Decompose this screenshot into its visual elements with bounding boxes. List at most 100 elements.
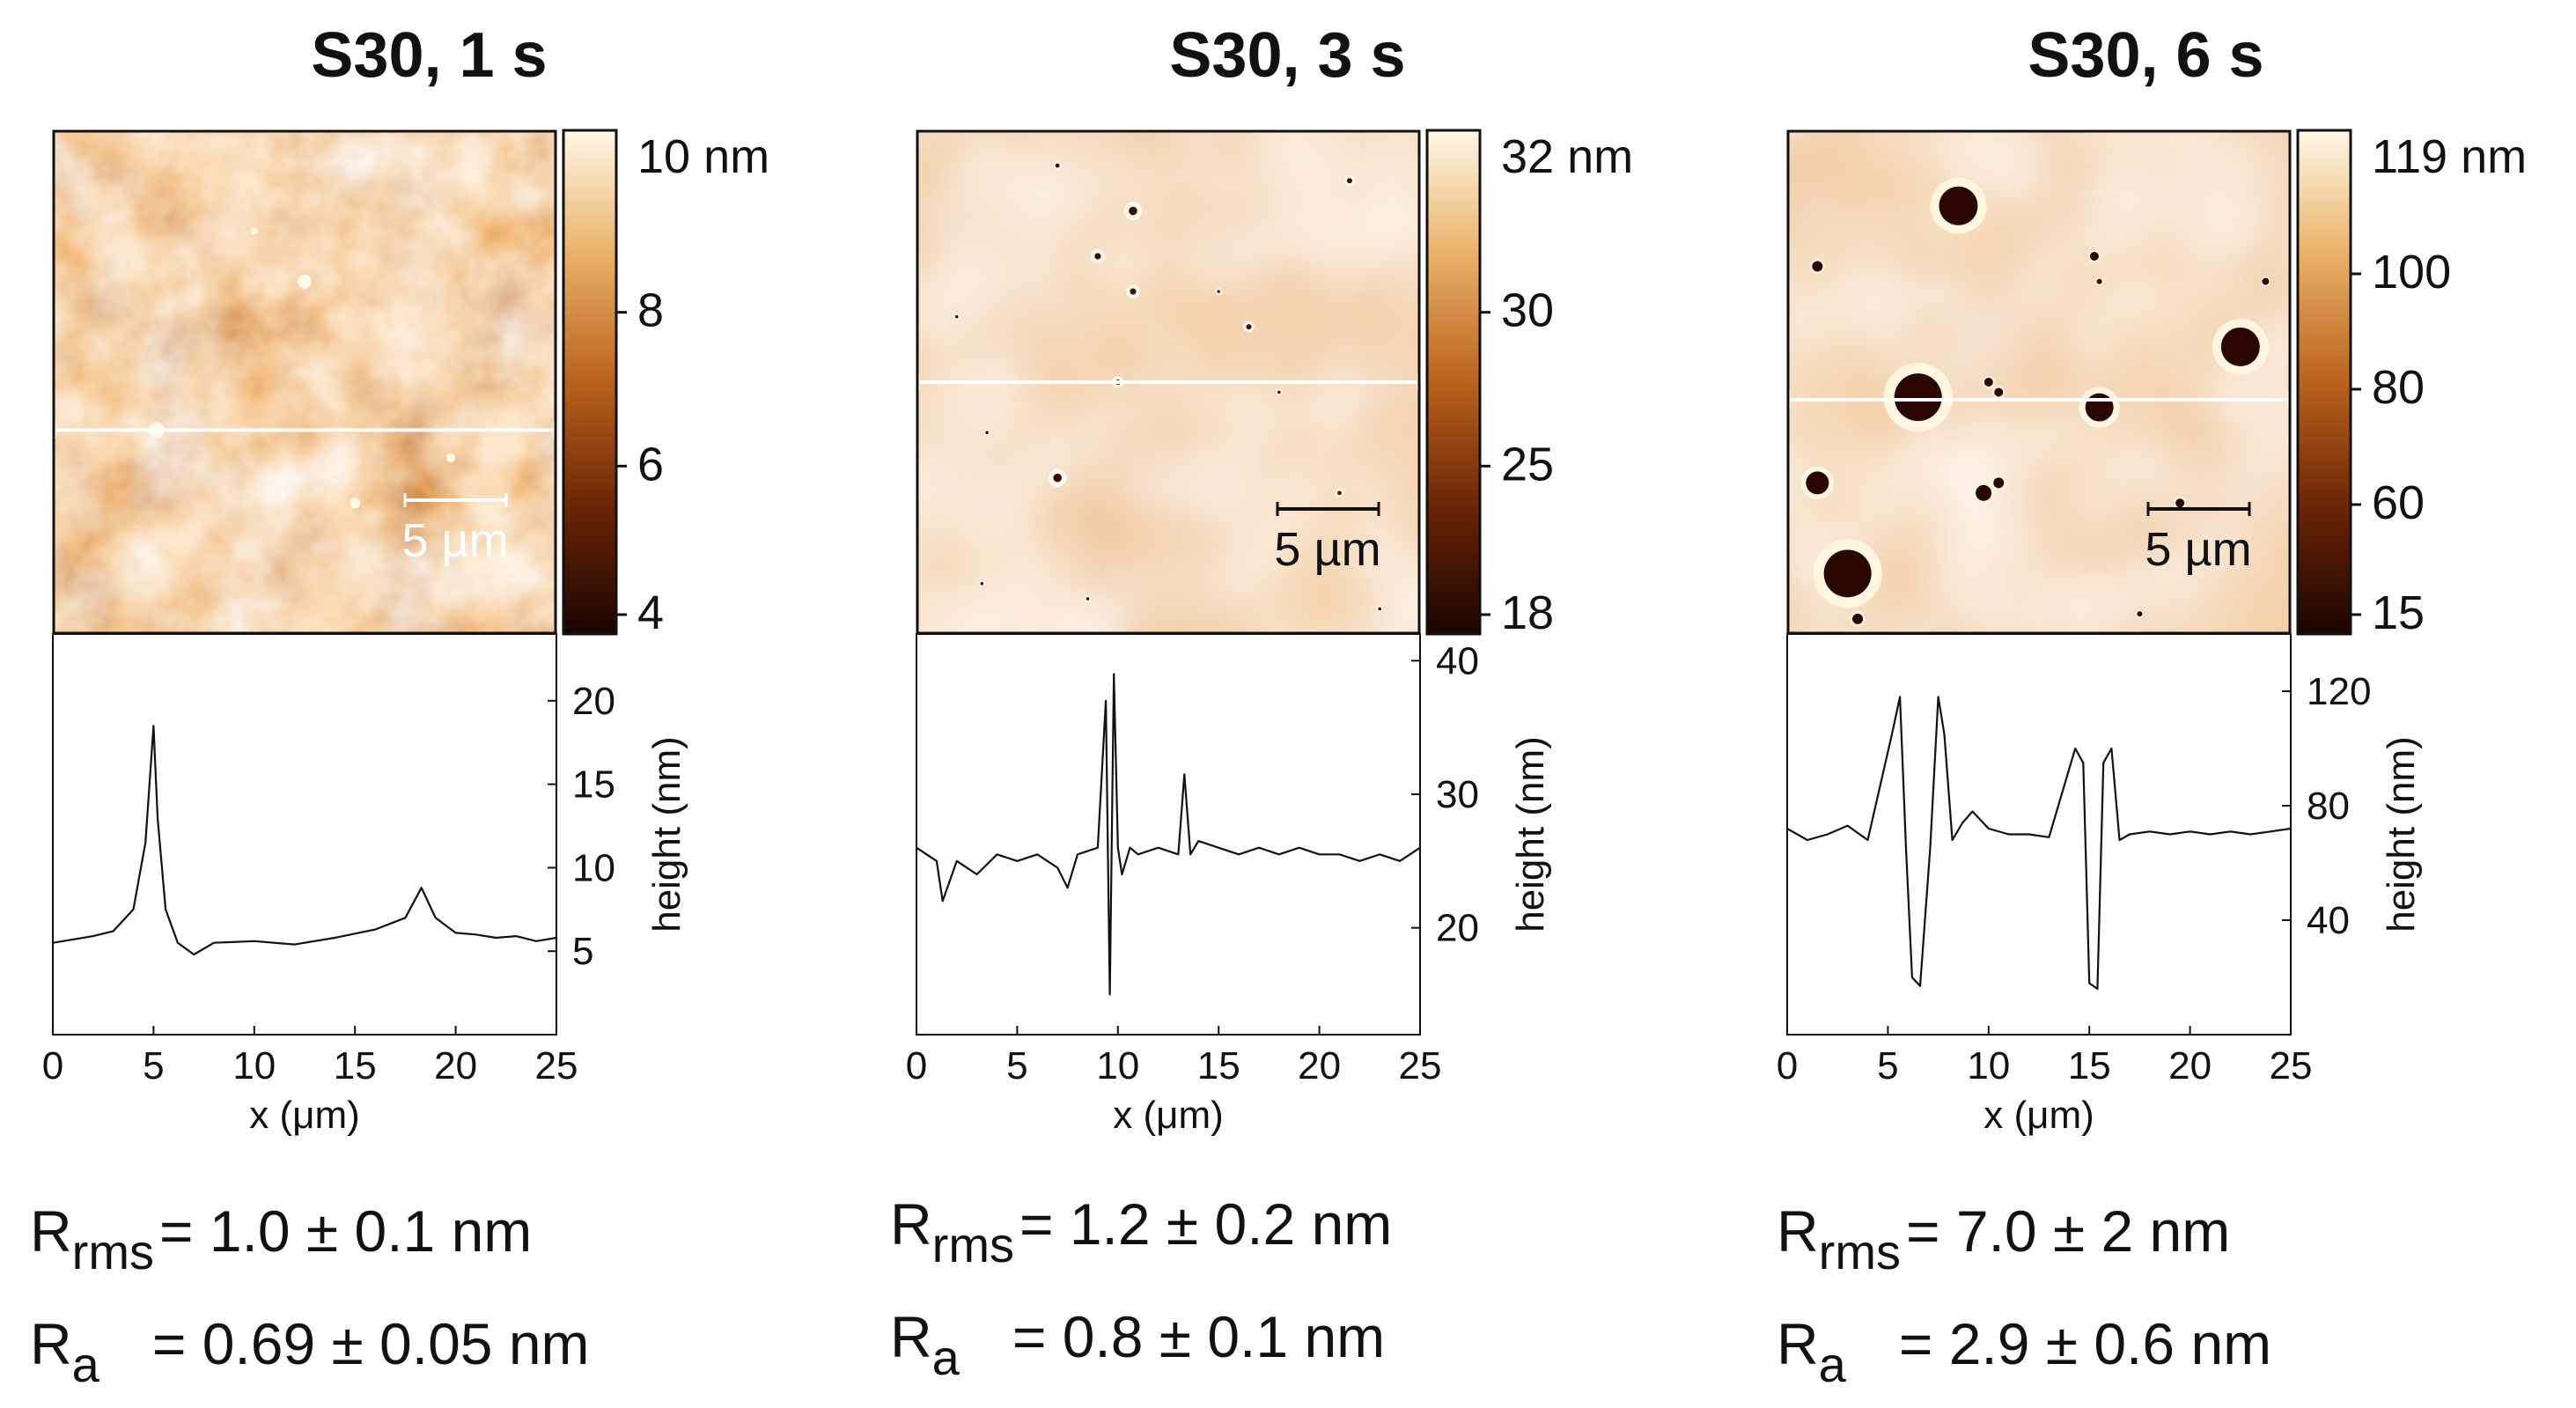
rrms-symbol: R bbox=[30, 1198, 72, 1264]
ra-subscript: a bbox=[71, 1337, 99, 1392]
pit bbox=[1094, 253, 1101, 260]
height-profile-plot: 0 5 10 15 20 25 x (μm) 120 80 40 height (nm) bbox=[1777, 633, 2423, 1137]
bright-spot bbox=[350, 498, 361, 509]
rrms-subscript: rms bbox=[71, 1224, 154, 1279]
x-tick-label: 15 bbox=[2068, 1044, 2111, 1087]
pit bbox=[1217, 290, 1220, 293]
rrms-symbol: R bbox=[890, 1191, 932, 1257]
colorbar: 10 nm 8 6 4 bbox=[562, 129, 769, 639]
plot-frame bbox=[916, 633, 1421, 1036]
rrms-value: = 1.0 ± 0.1 nm bbox=[158, 1198, 533, 1264]
afm-surface bbox=[53, 130, 556, 634]
y-tick-label: 20 bbox=[572, 680, 615, 723]
x-tick-label: 5 bbox=[143, 1044, 164, 1087]
x-axis-label: x (μm) bbox=[1984, 1094, 2094, 1137]
pit bbox=[1823, 549, 1872, 598]
y-tick-label: 5 bbox=[572, 930, 593, 973]
x-tick-label: 25 bbox=[1399, 1044, 1442, 1087]
colorbar-tick-label: 8 bbox=[637, 284, 664, 337]
x-tick-label: 25 bbox=[535, 1044, 578, 1087]
colorbar-scale bbox=[1425, 129, 1482, 636]
panel-1: S30, 1 s 5 µm 10 nm 8 6 4 0 5 10 15 20 25 x (μm) 2… bbox=[0, 0, 858, 1408]
pit bbox=[1939, 186, 1978, 225]
y-tick-label: 15 bbox=[572, 763, 615, 807]
y-tick-label: 120 bbox=[2307, 670, 2371, 713]
pit bbox=[1994, 387, 2004, 397]
x-tick-label: 25 bbox=[2270, 1044, 2313, 1087]
x-tick-label: 20 bbox=[2168, 1044, 2212, 1087]
pit bbox=[2175, 498, 2185, 508]
afm-height-map: 5 µm bbox=[52, 129, 557, 635]
panel-title: S30, 3 s bbox=[1169, 20, 1406, 91]
colorbar-scale bbox=[562, 129, 618, 636]
rrms-subscript: rms bbox=[1818, 1224, 1901, 1279]
pit bbox=[1346, 178, 1352, 184]
colorbar-max-label: 10 nm bbox=[637, 130, 769, 183]
colorbar: 32 nm 30 25 18 bbox=[1425, 129, 1633, 639]
y-tick-label: 30 bbox=[1436, 773, 1479, 816]
pit bbox=[2137, 611, 2143, 617]
rrms-stat: Rrms= 1.0 ± 0.1 nm bbox=[30, 1198, 533, 1279]
x-tick-label: 0 bbox=[42, 1044, 63, 1087]
colorbar-tick-label: 30 bbox=[1501, 284, 1554, 337]
y-tick-label: 10 bbox=[572, 846, 615, 889]
pit bbox=[1806, 471, 1829, 495]
pit bbox=[1378, 607, 1382, 611]
pit bbox=[980, 582, 984, 586]
panel-2: S30, 3 s 5 µm 32 nm 30 25 18 0 5 10 15 20 25 x (μ… bbox=[858, 0, 1717, 1408]
x-tick-label: 20 bbox=[1298, 1044, 1341, 1087]
colorbar-tick-label: 6 bbox=[637, 438, 664, 490]
ra-stat: Ra = 0.69 ± 0.05 nm bbox=[30, 1310, 590, 1392]
ra-stat: Ra = 0.8 ± 0.1 nm bbox=[890, 1303, 1386, 1385]
height-profile-plot: 0 5 10 15 20 25 x (μm) 40 30 20 height (nm) bbox=[906, 633, 1552, 1137]
pit bbox=[1130, 288, 1137, 295]
pit bbox=[1993, 477, 2005, 489]
rrms-value: = 7.0 ± 2 nm bbox=[1905, 1198, 2231, 1264]
ra-value: = 0.8 ± 0.1 nm bbox=[1012, 1304, 1386, 1369]
pit bbox=[2085, 393, 2114, 422]
panel-3: S30, 6 s 5 µm 119 nm 100 80 60 15 0 5 10 15 20 25… bbox=[1717, 0, 2575, 1408]
colorbar-tick-label: 18 bbox=[1501, 586, 1554, 639]
bright-spot bbox=[445, 453, 455, 462]
colorbar-tick-label: 25 bbox=[1501, 438, 1554, 490]
x-tick-label: 20 bbox=[434, 1044, 477, 1087]
ra-value: = 0.69 ± 0.05 nm bbox=[151, 1311, 590, 1376]
pit bbox=[2096, 278, 2102, 284]
plot-frame bbox=[52, 633, 557, 1036]
rrms-value: = 1.2 ± 0.2 nm bbox=[1019, 1191, 1393, 1257]
colorbar-tick-label: 60 bbox=[2372, 476, 2425, 529]
pit bbox=[2262, 277, 2270, 285]
x-tick-label: 15 bbox=[334, 1044, 377, 1087]
panel-title: S30, 1 s bbox=[311, 20, 548, 91]
pit bbox=[2220, 327, 2260, 366]
colorbar-tick-label: 80 bbox=[2372, 361, 2425, 414]
pit bbox=[1852, 613, 1864, 624]
y-axis-label: height (nm) bbox=[2380, 736, 2423, 933]
pit bbox=[2089, 252, 2099, 261]
ra-symbol: R bbox=[1777, 1311, 1819, 1376]
colorbar-tick-label: 15 bbox=[2372, 586, 2425, 639]
colorbar-scale bbox=[2296, 129, 2352, 636]
height-profile-series bbox=[1786, 696, 2292, 991]
bright-spot bbox=[250, 227, 258, 235]
colorbar-max-label: 32 nm bbox=[1501, 130, 1633, 183]
y-axis-label: height (nm) bbox=[1509, 736, 1552, 933]
pit bbox=[1129, 206, 1137, 216]
height-profile-plot: 0 5 10 15 20 25 x (μm) 20 15 10 5 height (nm) bbox=[42, 633, 688, 1137]
ra-symbol: R bbox=[890, 1304, 932, 1369]
colorbar-tick-label: 4 bbox=[637, 586, 664, 639]
y-tick-label: 40 bbox=[2307, 899, 2350, 942]
ra-subscript: a bbox=[1818, 1337, 1846, 1392]
pit bbox=[1086, 597, 1090, 601]
pit bbox=[1976, 484, 1992, 501]
y-axis-label: height (nm) bbox=[645, 736, 688, 933]
scale-bar-label: 5 µm bbox=[2145, 523, 2251, 576]
pit bbox=[1337, 490, 1342, 496]
rrms-stat: Rrms= 1.2 ± 0.2 nm bbox=[890, 1191, 1393, 1272]
bright-spot bbox=[298, 274, 312, 289]
rrms-symbol: R bbox=[1777, 1198, 1819, 1264]
ra-subscript: a bbox=[931, 1330, 960, 1385]
x-tick-label: 5 bbox=[1877, 1044, 1898, 1087]
x-tick-label: 0 bbox=[906, 1044, 927, 1087]
panel-title: S30, 6 s bbox=[2028, 20, 2264, 91]
